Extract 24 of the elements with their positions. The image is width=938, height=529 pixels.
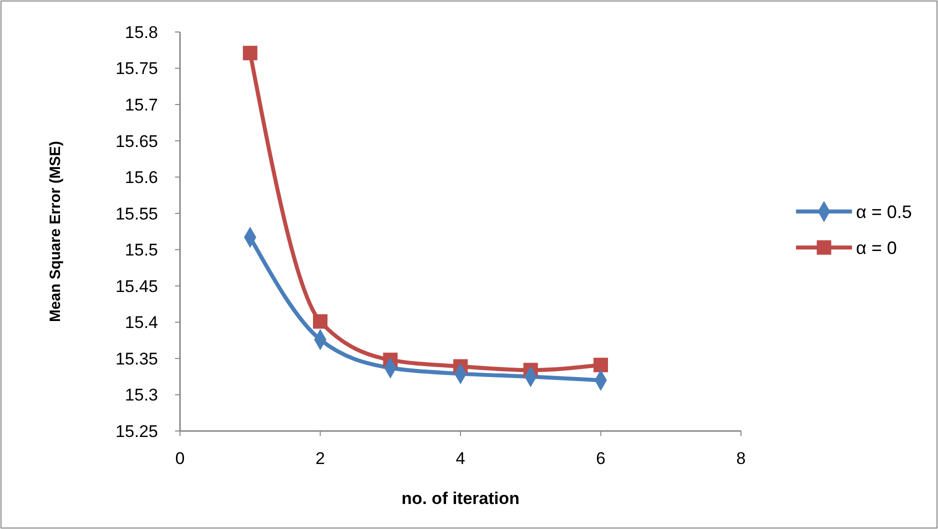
y-tick-label: 15.4 (124, 313, 158, 332)
y-tick-label: 15.35 (115, 349, 158, 368)
y-tick-label: 15.55 (115, 204, 158, 224)
point (594, 358, 608, 372)
y-tick-label: 15.6 (124, 168, 158, 188)
y-axis-title: Mean Square Error (MSE) (47, 141, 64, 322)
legend-label: α = 0.5 (856, 202, 912, 222)
point (313, 314, 328, 329)
y-tick-label: 15.5 (124, 240, 158, 260)
y-tick-label: 15.7 (124, 95, 158, 114)
x-tick-label: 2 (316, 449, 325, 468)
y-tick-label: 15.75 (115, 59, 158, 78)
x-tick-label: 0 (175, 449, 185, 468)
y-tick-label: 15.8 (124, 22, 158, 42)
x-axis-title: no. of iteration (401, 489, 520, 508)
y-tick-label: 15.65 (115, 132, 158, 151)
legend-label: α = 0 (856, 238, 897, 258)
y-tick-label: 15.3 (124, 386, 158, 405)
x-tick-label: 8 (736, 449, 746, 468)
point (242, 46, 258, 60)
y-tick-label: 15.25 (115, 422, 158, 441)
y-tick-label: 15.45 (115, 276, 158, 296)
x-tick-label: 6 (596, 449, 606, 468)
x-tick-label: 4 (456, 449, 466, 468)
